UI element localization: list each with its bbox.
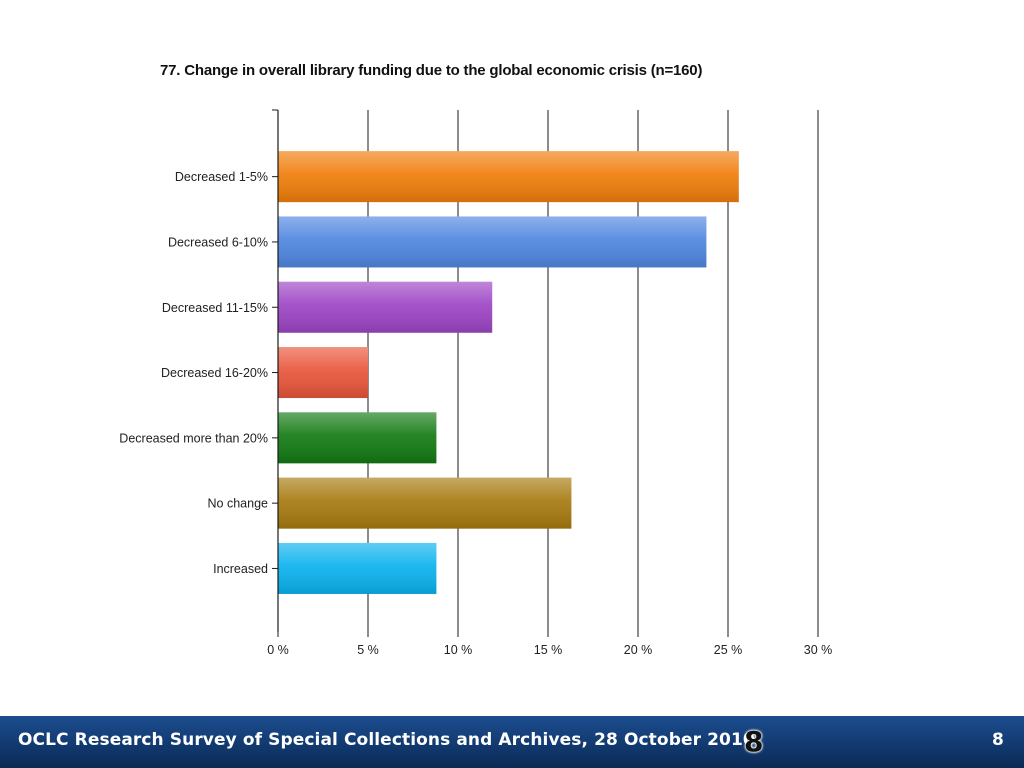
category-label: Decreased 16-20% [161,366,268,380]
bar-shine [278,347,368,399]
bar-shine [278,281,493,333]
x-tick-label: 20 % [624,643,653,657]
footer-text: OCLC Research Survey of Special Collecti… [18,730,755,750]
bar-shine [278,477,572,529]
category-label: Increased [213,562,268,576]
bar-shine [278,542,437,594]
page-number: 8 [992,730,1004,750]
x-tick-label: 15 % [534,643,563,657]
chart-plot: 0 % 5 % 10 % 15 % 20 % 25 % 30 % Decreased 1-5%… [119,109,833,657]
slide-number-mark: 8 [744,725,764,758]
x-tick-label: 25 % [714,643,743,657]
x-tick-label: 30 % [804,643,833,657]
x-tick-label: 0 % [267,643,289,657]
category-label: Decreased 6-10% [168,235,268,249]
bar-shine [278,412,437,464]
category-label: Decreased 1-5% [175,170,268,184]
category-label: No change [208,497,269,511]
bar-shine [278,151,739,203]
x-tick-label: 10 % [444,643,473,657]
category-label: Decreased more than 20% [119,431,268,445]
x-tick-label: 5 % [357,643,379,657]
bar-shine [278,216,707,268]
footer-bar: OCLC Research Survey of Special Collecti… [0,716,1024,768]
category-label: Decreased 11-15% [162,301,268,315]
chart-title: 77. Change in overall library funding du… [160,62,703,79]
